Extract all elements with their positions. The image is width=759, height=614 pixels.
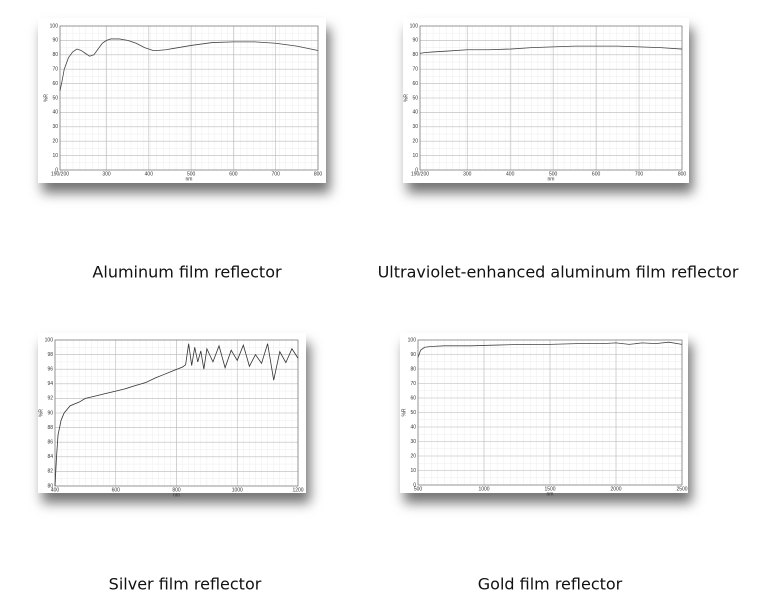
y-axis-label: %R <box>43 94 49 102</box>
y-tick-label: 80 <box>52 52 58 58</box>
y-tick-label: 0 <box>413 482 416 488</box>
panel-background <box>38 18 326 183</box>
panel-background <box>400 333 688 493</box>
panel-background <box>403 18 689 183</box>
y-tick-label: 10 <box>410 468 416 474</box>
y-tick-label: 40 <box>52 110 58 116</box>
x-tick-label: 600 <box>229 171 238 177</box>
y-tick-label: 100 <box>45 337 54 343</box>
chart-caption: Silver film reflector <box>109 575 262 594</box>
chart-caption: Ultraviolet-enhanced aluminum film refle… <box>378 263 739 282</box>
x-tick-label: 700 <box>272 171 281 177</box>
x-tick-label: 500 <box>414 486 423 492</box>
y-tick-label: 94 <box>47 381 53 387</box>
data-line <box>419 45 683 54</box>
y-tick-label: 82 <box>47 469 53 475</box>
y-tick-label: 80 <box>412 52 418 58</box>
x-tick-label: 300 <box>102 171 111 177</box>
y-tick-label: 100 <box>410 23 419 29</box>
y-tick-label: 50 <box>410 410 416 416</box>
data-line <box>417 341 683 358</box>
y-tick-label: 90 <box>52 38 58 44</box>
chart-panel: 0 10 20 30 40 50 60 70 80 90 100 500 1000 1500 2000 250… <box>400 333 688 594</box>
x-tick-label: 500 <box>549 171 558 177</box>
chart-panel: 0 10 20 30 40 50 60 70 80 90 100 190/200 300 400 500 60… <box>38 18 326 282</box>
y-tick-label: 98 <box>47 352 53 358</box>
x-tick-label: 800 <box>172 487 181 493</box>
y-tick-label: 0 <box>415 167 418 173</box>
x-axis-label: nm <box>548 176 555 182</box>
y-tick-label: 80 <box>47 483 53 489</box>
x-tick-label: 2500 <box>676 486 687 492</box>
y-tick-label: 86 <box>47 440 53 446</box>
chart-panel: 80 82 84 86 88 90 92 94 96 98 100 400 600 800 1000 1200… <box>38 333 306 594</box>
plot-frame <box>59 25 319 171</box>
y-tick-label: 50 <box>412 95 418 101</box>
y-tick-label: 92 <box>47 396 53 402</box>
x-axis-label: nm <box>186 176 193 182</box>
x-tick-label: 700 <box>635 171 644 177</box>
y-tick-label: 20 <box>52 139 58 145</box>
x-tick-label: 1500 <box>544 486 555 492</box>
x-tick-label: 1000 <box>478 486 489 492</box>
x-tick-label: 400 <box>145 171 154 177</box>
x-tick-label: 600 <box>592 171 601 177</box>
y-tick-label: 60 <box>412 81 418 87</box>
y-tick-label: 10 <box>52 153 58 159</box>
data-line <box>54 343 299 487</box>
y-tick-label: 90 <box>410 352 416 358</box>
x-tick-label: 1200 <box>292 487 303 493</box>
y-tick-label: 20 <box>410 453 416 459</box>
y-axis-label: %R <box>38 409 44 417</box>
y-tick-label: 50 <box>52 95 58 101</box>
y-tick-label: 60 <box>410 395 416 401</box>
y-axis-label: %R <box>401 408 407 416</box>
plot-frame <box>417 339 683 486</box>
x-tick-label: 400 <box>506 171 515 177</box>
y-tick-label: 100 <box>408 337 417 343</box>
x-axis-label: nm <box>547 491 554 497</box>
x-tick-label: 600 <box>112 487 121 493</box>
y-tick-label: 0 <box>55 167 58 173</box>
x-axis-label: nm <box>173 492 180 498</box>
plot-frame <box>419 25 683 171</box>
y-tick-label: 100 <box>50 23 59 29</box>
y-tick-label: 40 <box>412 110 418 116</box>
chart-caption: Gold film reflector <box>478 575 623 594</box>
y-tick-label: 30 <box>412 124 418 130</box>
x-tick-label: 1000 <box>232 487 243 493</box>
y-tick-label: 60 <box>52 81 58 87</box>
y-tick-label: 90 <box>412 38 418 44</box>
y-tick-label: 30 <box>410 439 416 445</box>
plot-frame <box>54 339 299 487</box>
y-tick-label: 40 <box>410 424 416 430</box>
y-tick-label: 90 <box>47 410 53 416</box>
y-tick-label: 70 <box>412 67 418 73</box>
x-tick-label: 800 <box>678 171 687 177</box>
y-tick-label: 96 <box>47 367 53 373</box>
y-tick-label: 84 <box>47 454 53 460</box>
x-tick-label: 2000 <box>610 486 621 492</box>
chart-panel: 0 10 20 30 40 50 60 70 80 90 100 190/200 300 400 500 60… <box>378 18 739 282</box>
x-tick-label: 400 <box>51 487 60 493</box>
x-tick-label: 500 <box>187 171 196 177</box>
y-tick-label: 30 <box>52 124 58 130</box>
y-tick-label: 88 <box>47 425 53 431</box>
y-tick-label: 10 <box>412 153 418 159</box>
y-tick-label: 20 <box>412 139 418 145</box>
y-tick-label: 70 <box>52 67 58 73</box>
x-tick-label: 800 <box>314 171 323 177</box>
y-axis-label: %R <box>403 94 409 102</box>
x-tick-label: 300 <box>463 171 472 177</box>
y-tick-label: 80 <box>410 366 416 372</box>
x-tick-label: 190/200 <box>51 171 69 177</box>
x-tick-label: 190/200 <box>411 171 429 177</box>
y-tick-label: 70 <box>410 381 416 387</box>
chart-caption: Aluminum film reflector <box>92 263 282 282</box>
data-line <box>59 38 319 91</box>
